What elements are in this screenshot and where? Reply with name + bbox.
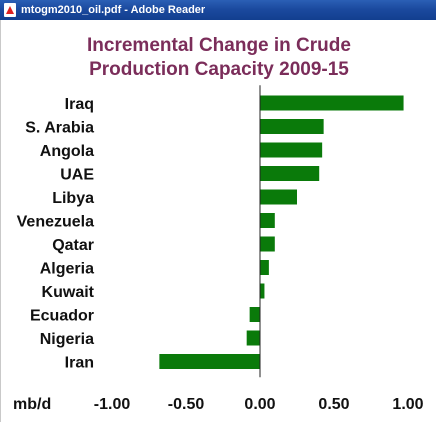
- unit-label: mb/d: [13, 396, 51, 413]
- x-tick-label: -1.00: [94, 396, 131, 413]
- bar: [260, 142, 323, 158]
- pdf-file-icon: [4, 3, 16, 17]
- window-titlebar[interactable]: mtogm2010_oil.pdf - Adobe Reader: [0, 0, 436, 20]
- bar: [260, 283, 265, 299]
- chart-title-line-1: Incremental Change in Crude: [87, 35, 351, 56]
- bar: [159, 354, 260, 369]
- chart-area: Incremental Change in Crude Production C…: [0, 20, 436, 422]
- bar: [260, 213, 275, 228]
- bar: [260, 95, 404, 111]
- bar: [260, 119, 324, 134]
- category-label: Venezuela: [17, 214, 94, 231]
- chart-title-line-2: Production Capacity 2009-15: [89, 59, 349, 80]
- category-label: Qatar: [52, 237, 94, 254]
- category-label: Nigeria: [40, 331, 94, 348]
- category-label: Ecuador: [30, 308, 94, 325]
- bar: [249, 307, 260, 322]
- x-tick-label: 1.00: [392, 396, 423, 413]
- category-label: S. Arabia: [25, 120, 94, 137]
- bar: [246, 330, 260, 346]
- category-label: Angola: [40, 143, 94, 160]
- bar: [260, 189, 297, 205]
- x-tick-label: -0.50: [168, 396, 205, 413]
- category-label: Algeria: [40, 261, 94, 278]
- category-label: Iraq: [65, 96, 94, 113]
- bar-chart: Incremental Change in Crude Production C…: [13, 35, 424, 413]
- category-label: UAE: [60, 167, 94, 184]
- category-label: Iran: [65, 355, 94, 372]
- category-label: Libya: [52, 190, 94, 207]
- bar: [260, 166, 320, 181]
- x-tick-label: 0.50: [318, 396, 349, 413]
- bar: [260, 236, 275, 252]
- bar: [260, 260, 269, 275]
- category-label: Kuwait: [42, 284, 95, 301]
- window-title: mtogm2010_oil.pdf - Adobe Reader: [21, 4, 206, 16]
- x-tick-label: 0.00: [244, 396, 275, 413]
